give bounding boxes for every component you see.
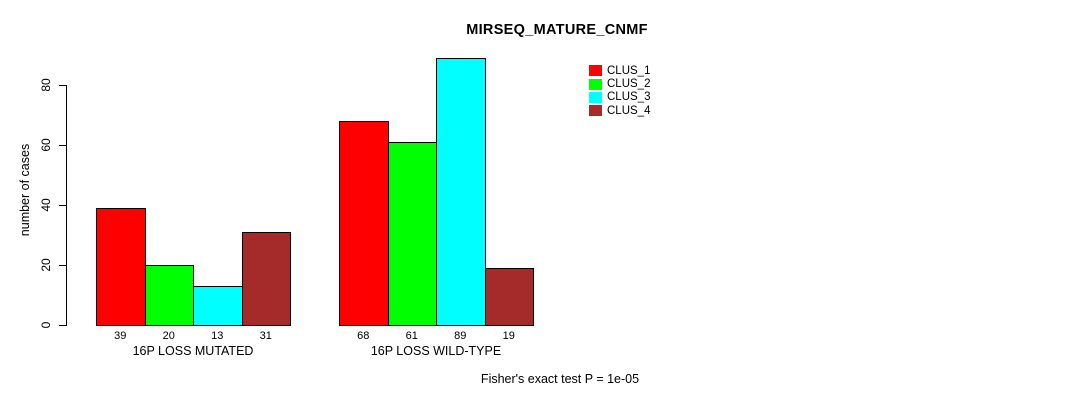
- legend-label: CLUS_2: [607, 78, 651, 91]
- y-tick-label: 60: [39, 138, 53, 152]
- bar-clus_4-group1: [241, 232, 291, 326]
- y-tick-label: 20: [39, 258, 53, 272]
- y-tick-mark: [59, 85, 66, 86]
- category-label: 16P LOSS WILD-TYPE: [370, 344, 502, 358]
- legend-item-clus_2: CLUS_2: [589, 77, 650, 90]
- legend-item-clus_4: CLUS_4: [589, 104, 650, 117]
- y-tick-mark: [59, 325, 66, 326]
- annotation-text: Fisher's exact test P = 1e-05: [480, 372, 640, 386]
- y-axis-line: [66, 85, 67, 326]
- bar-clus_3-group1: [193, 286, 243, 326]
- chart-title: MIRSEQ_MATURE_CNMF: [466, 22, 648, 38]
- legend-swatch-icon: [589, 105, 602, 117]
- bar-value-label: 20: [162, 330, 175, 342]
- bar-value-label: 19: [502, 330, 515, 342]
- y-tick-label: 0: [39, 321, 53, 329]
- bar-value-label: 13: [211, 330, 224, 342]
- y-tick-mark: [59, 265, 66, 266]
- legend-label: CLUS_1: [607, 64, 651, 77]
- bar-value-label: 89: [454, 330, 467, 342]
- legend-label: CLUS_4: [607, 104, 651, 117]
- bar-value-label: 31: [259, 330, 272, 342]
- y-tick-mark: [59, 145, 66, 146]
- legend-swatch-icon: [589, 65, 602, 77]
- y-tick-label: 80: [39, 78, 53, 92]
- legend-label: CLUS_3: [607, 91, 651, 104]
- bar-clus_3-group2: [436, 58, 486, 326]
- bar-value-label: 68: [357, 330, 370, 342]
- y-axis-label: number of cases: [18, 143, 32, 237]
- legend-swatch-icon: [589, 78, 602, 90]
- legend-item-clus_3: CLUS_3: [589, 91, 650, 104]
- bar-clus_4-group2: [484, 268, 534, 326]
- bar-clus_1-group1: [96, 208, 146, 326]
- bar-clus_2-group2: [387, 142, 437, 326]
- bar-value-label: 39: [114, 330, 127, 342]
- legend: CLUS_1 CLUS_2 CLUS_3 CLUS_4: [589, 64, 650, 118]
- bar-value-label: 61: [405, 330, 418, 342]
- category-label: 16P LOSS MUTATED: [132, 344, 254, 358]
- bar-clus_1-group2: [339, 121, 389, 326]
- legend-item-clus_1: CLUS_1: [589, 64, 650, 77]
- bar-clus_2-group1: [144, 265, 194, 326]
- y-tick-mark: [59, 205, 66, 206]
- y-tick-label: 40: [39, 198, 53, 212]
- legend-swatch-icon: [589, 91, 602, 103]
